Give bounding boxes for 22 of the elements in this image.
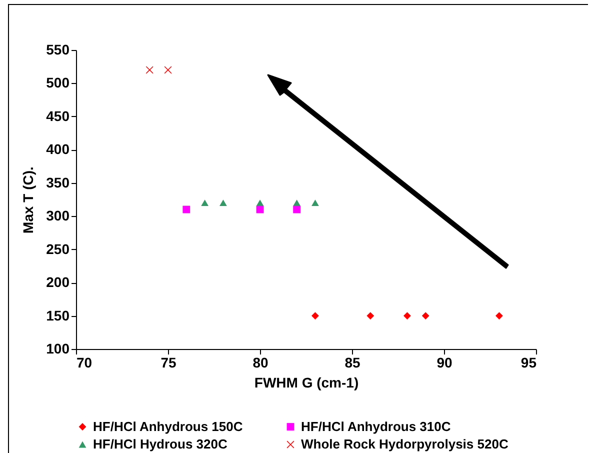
legend-label: HF/HCl Hydrous 320C: [93, 436, 228, 452]
x-tick-label: 80: [252, 354, 268, 370]
y-tick-label: 550: [46, 42, 70, 58]
legend-label: Whole Rock Hydorpyrolysis 520C: [301, 436, 509, 452]
y-tick-label: 300: [46, 208, 70, 224]
x-tick-label: 75: [160, 354, 176, 370]
y-tick-label: 200: [46, 274, 70, 290]
y-tick-label: 150: [46, 307, 70, 324]
y-tick-label: 250: [46, 240, 70, 257]
legend-label: HF/HCl Anhydrous 150C: [93, 418, 244, 434]
y-tick-label: 400: [46, 141, 70, 158]
y-tick-label: 100: [46, 340, 70, 356]
x-tick-label: 95: [520, 354, 537, 370]
y-axis-title: Max T (C).: [20, 166, 36, 234]
y-tick-label: 500: [46, 74, 70, 91]
x-axis-title: FWHM G (cm-1): [254, 374, 359, 390]
y-tick-label: 450: [46, 108, 70, 124]
legend-label: HF/HCl Anhydrous 310C: [301, 418, 452, 434]
x-tick-label: 70: [76, 354, 92, 370]
x-tick-label: 85: [344, 354, 360, 370]
y-tick-label: 350: [46, 174, 70, 190]
x-tick-label: 90: [436, 354, 452, 370]
